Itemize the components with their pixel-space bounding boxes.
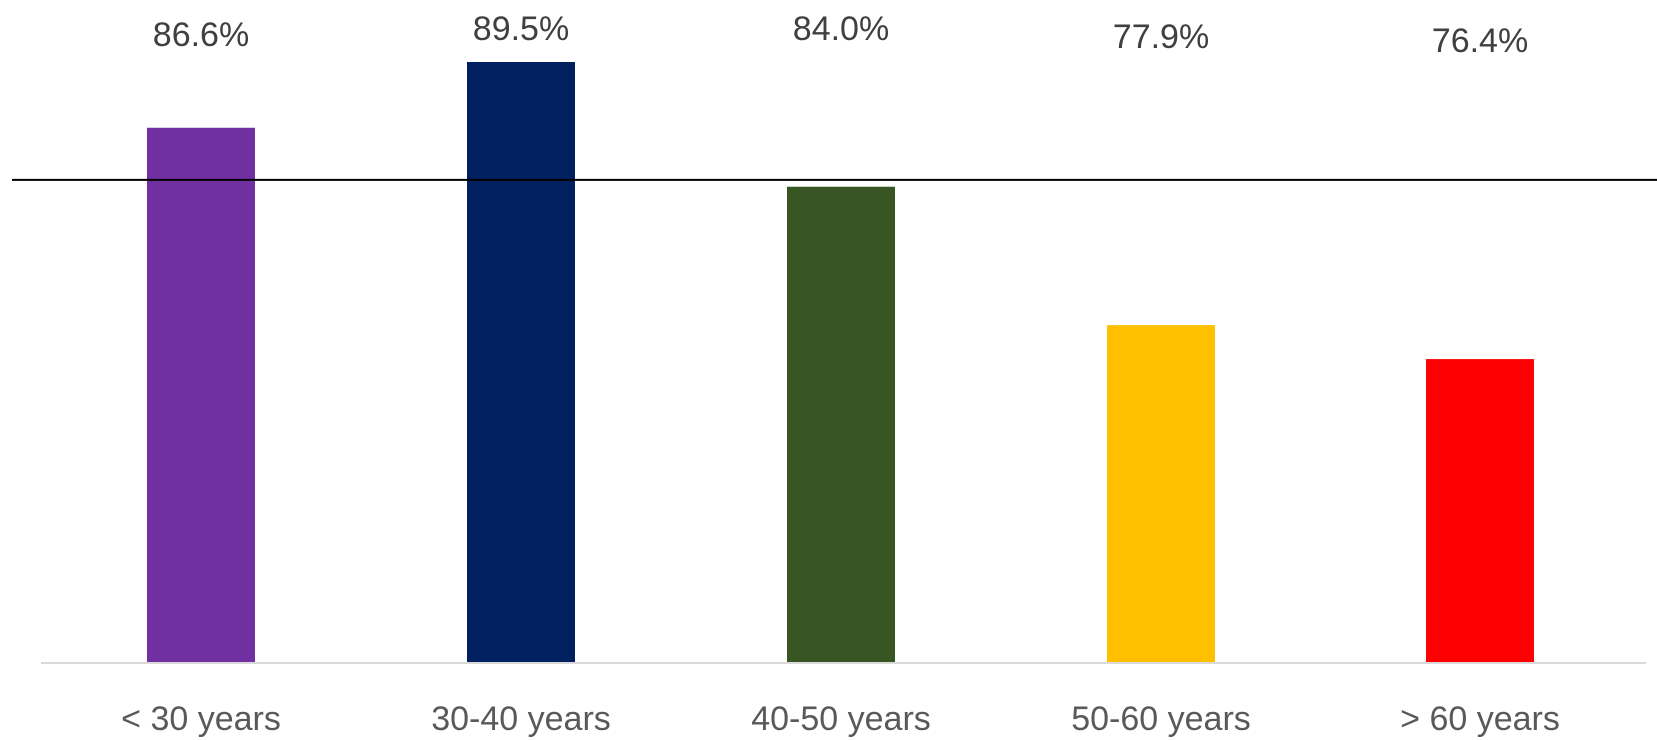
- x-tick-labels-group: < 30 years 30-40 years 40-50 years 50-60 ye…: [121, 700, 1560, 738]
- data-label-1: 86.6%: [153, 16, 249, 54]
- bar-3: [787, 187, 895, 663]
- x-tick-label-4: 50-60 years: [1071, 700, 1251, 738]
- x-tick-label-3: 40-50 years: [751, 700, 931, 738]
- data-label-2: 89.5%: [473, 10, 569, 48]
- data-label-3: 84.0%: [793, 10, 889, 48]
- x-tick-label-5: > 60 years: [1400, 700, 1560, 738]
- bar-1: [147, 128, 255, 663]
- bar-2: [467, 62, 575, 663]
- bars-group: [147, 62, 1534, 663]
- data-label-4: 77.9%: [1113, 18, 1209, 56]
- x-tick-label-2: 30-40 years: [431, 700, 611, 738]
- data-labels-group: 86.6% 89.5% 84.0% 77.9% 76.4%: [153, 10, 1528, 60]
- bar-5: [1426, 359, 1534, 663]
- bar-4: [1107, 325, 1215, 663]
- x-tick-label-1: < 30 years: [121, 700, 281, 738]
- data-label-5: 76.4%: [1432, 22, 1528, 60]
